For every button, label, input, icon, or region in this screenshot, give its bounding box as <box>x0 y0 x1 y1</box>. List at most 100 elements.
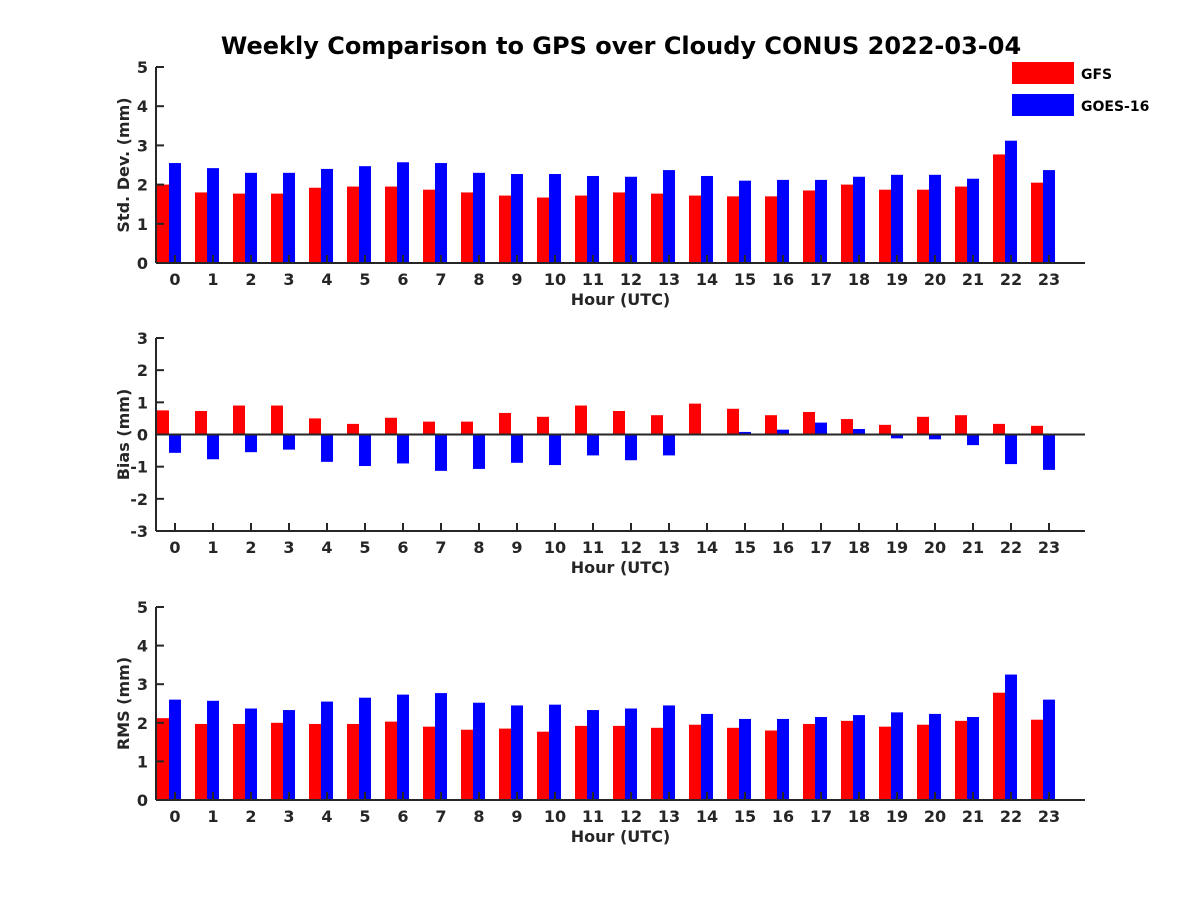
rms-bar-gfs-6 <box>385 721 397 800</box>
bias-bar-gfs-20 <box>917 416 929 435</box>
rms-xtick-label: 8 <box>473 807 484 826</box>
bias-bar-gfs-14 <box>689 403 701 435</box>
std-dev-xtick-label: 11 <box>582 270 604 289</box>
rms-ytick-label: 3 <box>137 675 148 694</box>
bias-xtick-label: 5 <box>359 538 370 557</box>
rms-xtick-label: 17 <box>810 807 832 826</box>
std-dev-xtick-label: 6 <box>397 270 408 289</box>
std-dev-y-axis-label: Std. Dev. (mm) <box>114 97 133 232</box>
bias-bar-goes16-6 <box>397 434 409 464</box>
bias-xtick-label: 15 <box>734 538 756 557</box>
std-dev-xtick-label: 14 <box>696 270 718 289</box>
rms-bar-gfs-17 <box>803 723 815 800</box>
rms-bar-gfs-16 <box>765 730 777 800</box>
rms-xtick-label: 2 <box>245 807 256 826</box>
std-dev-ytick-label: 1 <box>137 215 148 234</box>
std-dev-bar-gfs-11 <box>575 195 587 263</box>
bias-ytick-label: 0 <box>137 426 148 445</box>
rms-bar-goes16-23 <box>1043 699 1055 800</box>
rms-xtick-label: 18 <box>848 807 870 826</box>
rms-bar-goes16-13 <box>663 705 675 800</box>
bias-xtick-label: 20 <box>924 538 946 557</box>
std-dev-xtick-label: 21 <box>962 270 984 289</box>
std-dev-xtick-label: 10 <box>544 270 566 289</box>
std-dev-xtick-label: 1 <box>207 270 218 289</box>
std-dev-bar-goes16-6 <box>397 162 409 263</box>
rms-xtick-label: 0 <box>169 807 180 826</box>
rms-bar-gfs-0 <box>157 718 169 800</box>
bias-bar-gfs-4 <box>309 418 321 435</box>
rms-bar-gfs-4 <box>309 723 321 800</box>
rms-bar-gfs-5 <box>347 723 359 800</box>
std-dev-xtick-label: 16 <box>772 270 794 289</box>
std-dev-xtick-label: 13 <box>658 270 680 289</box>
std-dev-xtick-label: 3 <box>283 270 294 289</box>
std-dev-ytick-label: 4 <box>137 97 148 116</box>
std-dev-bar-goes16-20 <box>929 174 941 263</box>
bias-bar-gfs-18 <box>841 419 853 435</box>
std-dev-bar-goes16-9 <box>511 174 523 263</box>
bias-bar-goes16-12 <box>625 434 637 461</box>
rms-x-axis-label: Hour (UTC) <box>571 827 671 846</box>
bias-bar-gfs-15 <box>727 408 739 435</box>
bias-ytick-label: 3 <box>137 329 148 348</box>
std-dev-bar-goes16-11 <box>587 175 599 263</box>
std-dev-x-axis-label: Hour (UTC) <box>571 290 671 309</box>
bias-bar-gfs-22 <box>993 423 1005 435</box>
std-dev-xtick-label: 23 <box>1038 270 1060 289</box>
std-dev-bar-goes16-2 <box>245 172 257 263</box>
rms-xtick-label: 22 <box>1000 807 1022 826</box>
bias-xtick-label: 1 <box>207 538 218 557</box>
std-dev-bar-goes16-10 <box>549 174 561 263</box>
std-dev-bar-gfs-8 <box>461 192 473 263</box>
rms-bar-goes16-21 <box>967 717 979 800</box>
std-dev-bar-gfs-16 <box>765 196 777 263</box>
std-dev-ytick-label: 2 <box>137 176 148 195</box>
rms-bar-goes16-4 <box>321 701 333 800</box>
rms-bar-gfs-19 <box>879 726 891 800</box>
std-dev-bar-gfs-2 <box>233 193 245 263</box>
bias-bar-gfs-10 <box>537 416 549 435</box>
bias-bar-gfs-17 <box>803 411 815 435</box>
std-dev-bar-goes16-15 <box>739 180 751 263</box>
rms-bar-gfs-13 <box>651 727 663 800</box>
rms-xtick-label: 16 <box>772 807 794 826</box>
std-dev-xtick-label: 9 <box>511 270 522 289</box>
bias-xtick-label: 4 <box>321 538 332 557</box>
rms-xtick-label: 12 <box>620 807 642 826</box>
rms-bar-gfs-23 <box>1031 719 1043 800</box>
rms-bar-gfs-12 <box>613 725 625 800</box>
bias-bar-goes16-3 <box>283 434 295 450</box>
std-dev-bar-gfs-20 <box>917 189 929 263</box>
bias-bar-gfs-7 <box>423 421 435 435</box>
std-dev-bar-gfs-23 <box>1031 182 1043 263</box>
rms-bar-goes16-3 <box>283 710 295 800</box>
bias-y-axis-label: Bias (mm) <box>114 389 133 481</box>
rms-bar-goes16-11 <box>587 710 599 800</box>
std-dev-ytick-label: 3 <box>137 136 148 155</box>
rms-xtick-label: 1 <box>207 807 218 826</box>
std-dev-bar-gfs-4 <box>309 187 321 263</box>
std-dev-ytick-label: 0 <box>137 254 148 273</box>
std-dev-bar-gfs-9 <box>499 195 511 263</box>
bias-xtick-label: 21 <box>962 538 984 557</box>
bias-xtick-label: 19 <box>886 538 908 557</box>
std-dev-bar-gfs-14 <box>689 195 701 263</box>
bias-bar-goes16-23 <box>1043 434 1055 470</box>
std-dev-bar-goes16-22 <box>1005 140 1017 263</box>
std-dev-bar-goes16-17 <box>815 179 827 263</box>
bias-xtick-label: 23 <box>1038 538 1060 557</box>
std-dev-bar-goes16-14 <box>701 175 713 263</box>
bias-bar-gfs-1 <box>195 411 207 435</box>
bias-xtick-label: 22 <box>1000 538 1022 557</box>
rms-ytick-label: 1 <box>137 752 148 771</box>
bias-bar-gfs-5 <box>347 423 359 435</box>
rms-bar-gfs-1 <box>195 723 207 800</box>
rms-ytick-label: 0 <box>137 791 148 810</box>
rms-bar-goes16-19 <box>891 712 903 800</box>
bias-bar-goes16-18 <box>853 429 865 435</box>
bias-xtick-label: 12 <box>620 538 642 557</box>
rms-ytick-label: 5 <box>137 598 148 617</box>
bias-bar-goes16-5 <box>359 434 371 467</box>
